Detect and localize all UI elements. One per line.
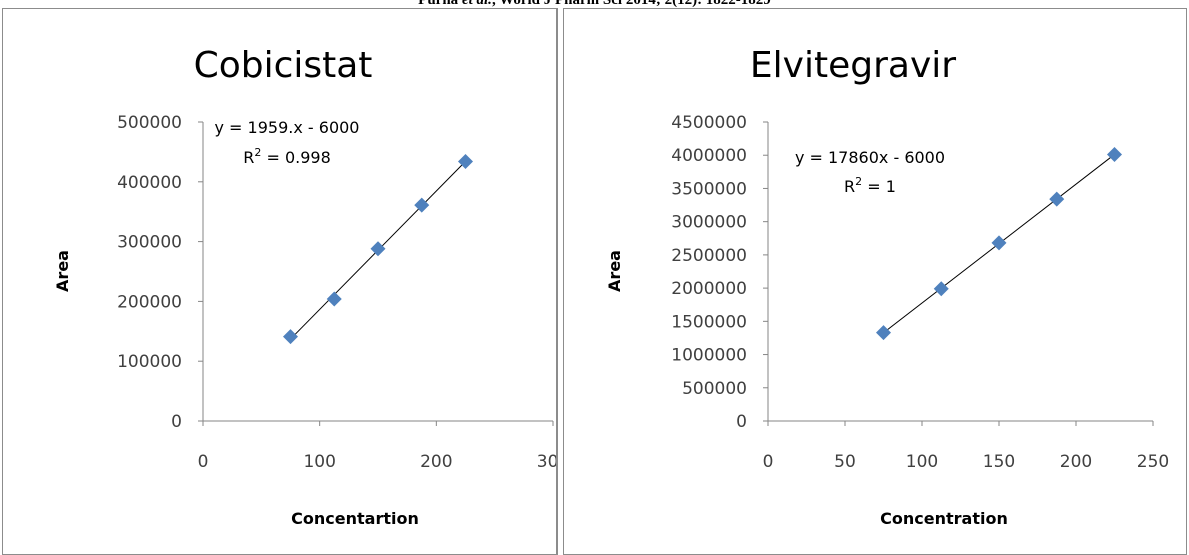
y-tick-label: 2000000 <box>671 279 747 299</box>
y-tick-label: 3500000 <box>671 179 747 199</box>
data-point <box>876 325 891 341</box>
chart-title: Elvitegravir <box>750 45 956 86</box>
r-squared-label: R2 = 0.998 <box>243 146 331 167</box>
x-tick-label: 250 <box>1137 452 1169 472</box>
r-squared-exponent: 2 <box>855 175 862 188</box>
data-point <box>1049 191 1065 207</box>
data-point <box>283 329 298 345</box>
header-citation: , World J Pharm Sci 2014; 2(12): 1822-18… <box>491 0 771 8</box>
y-axis-title: Area <box>53 250 72 292</box>
x-axis-title: Concentartion <box>291 509 419 528</box>
r-squared-value: = 0.998 <box>261 148 330 167</box>
y-tick-label: 4000000 <box>671 146 747 166</box>
x-axis-title: Concentration <box>880 509 1008 528</box>
x-tick-label: 0 <box>763 452 774 472</box>
chart-panel-elvitegravir: Elvitegravir 0 500000 1000000 1500000 2000000… <box>563 8 1187 555</box>
y-tick-label: 1000000 <box>671 346 747 366</box>
header-etal: et al. <box>461 0 492 8</box>
r-squared-value: = 1 <box>862 177 896 196</box>
r-squared-exponent: 2 <box>254 146 261 159</box>
x-tick-label: 200 <box>420 452 452 472</box>
data-point <box>458 153 473 169</box>
x-tick-label: 200 <box>1060 452 1092 472</box>
x-tick-label: 50 <box>834 452 856 472</box>
trendline-equation: y = 1959.x - 6000 <box>215 118 360 137</box>
x-tick-label: 150 <box>983 452 1015 472</box>
data-point <box>414 197 430 213</box>
chart-cobicistat: Cobicistat 0 100000 200000 300000 400000 50000… <box>53 45 556 528</box>
chart-elvitegravir: Elvitegravir 0 500000 1000000 1500000 2000000… <box>605 45 1169 528</box>
data-point <box>933 281 949 297</box>
y-tick-label: 300000 <box>117 233 182 253</box>
citation-header: Purna et al., World J Pharm Sci 2014; 2(… <box>0 0 1189 9</box>
y-tick-label: 400000 <box>117 173 182 193</box>
x-tick-label: 300 <box>537 452 556 472</box>
y-tick-label: 0 <box>171 412 182 432</box>
x-tick-label: 100 <box>303 452 335 472</box>
y-tick-label: 1500000 <box>671 312 747 332</box>
y-tick-label: 3000000 <box>671 213 747 233</box>
data-point <box>326 291 342 307</box>
y-tick-label: 100000 <box>117 352 182 372</box>
y-axis-title: Area <box>605 250 624 292</box>
r-squared-symbol: R <box>243 148 254 167</box>
panel-divider <box>557 8 563 555</box>
data-point <box>370 241 386 257</box>
chart-title: Cobicistat <box>194 45 373 86</box>
y-tick-label: 0 <box>736 412 747 432</box>
r-squared-symbol: R <box>844 177 855 196</box>
y-tick-label: 500000 <box>682 379 747 399</box>
data-point <box>1107 147 1122 163</box>
header-authors: Purna <box>418 0 459 8</box>
x-tick-label: 0 <box>198 452 209 472</box>
r-squared-label: R2 = 1 <box>844 175 896 196</box>
x-tick-label: 100 <box>906 452 938 472</box>
y-tick-label: 2500000 <box>671 246 747 266</box>
chart-panel-cobicistat: Cobicistat 0 100000 200000 300000 400000 50000… <box>2 8 557 555</box>
y-tick-label: 4500000 <box>671 113 747 133</box>
data-point <box>991 235 1007 251</box>
y-tick-label: 500000 <box>117 113 182 133</box>
trendline-equation: y = 17860x - 6000 <box>795 148 945 167</box>
y-tick-label: 200000 <box>117 292 182 312</box>
